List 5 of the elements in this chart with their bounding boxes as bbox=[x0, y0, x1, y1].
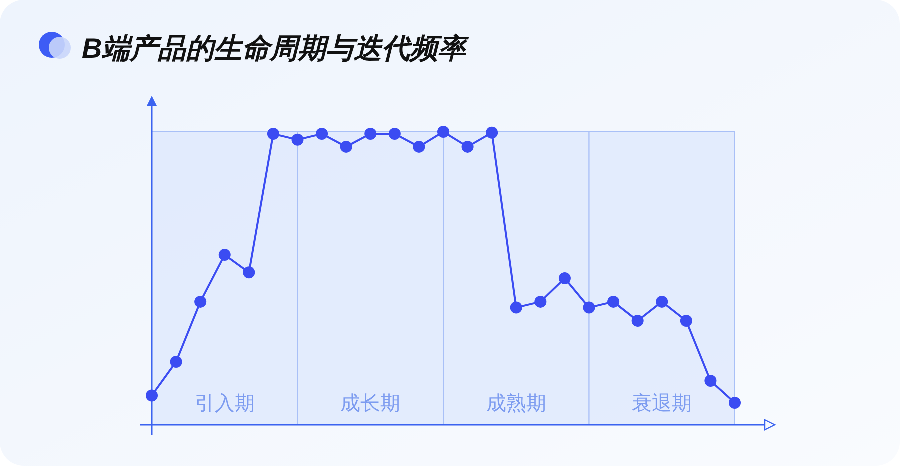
annotation: 衰退期 bbox=[632, 393, 692, 415]
annotation: 成熟期 bbox=[486, 393, 546, 415]
annotation: 引入期 bbox=[194, 393, 255, 415]
annotation: 成长期 bbox=[340, 393, 401, 415]
chart-title: B端产品的生命周期与迭代频率 bbox=[82, 33, 470, 64]
